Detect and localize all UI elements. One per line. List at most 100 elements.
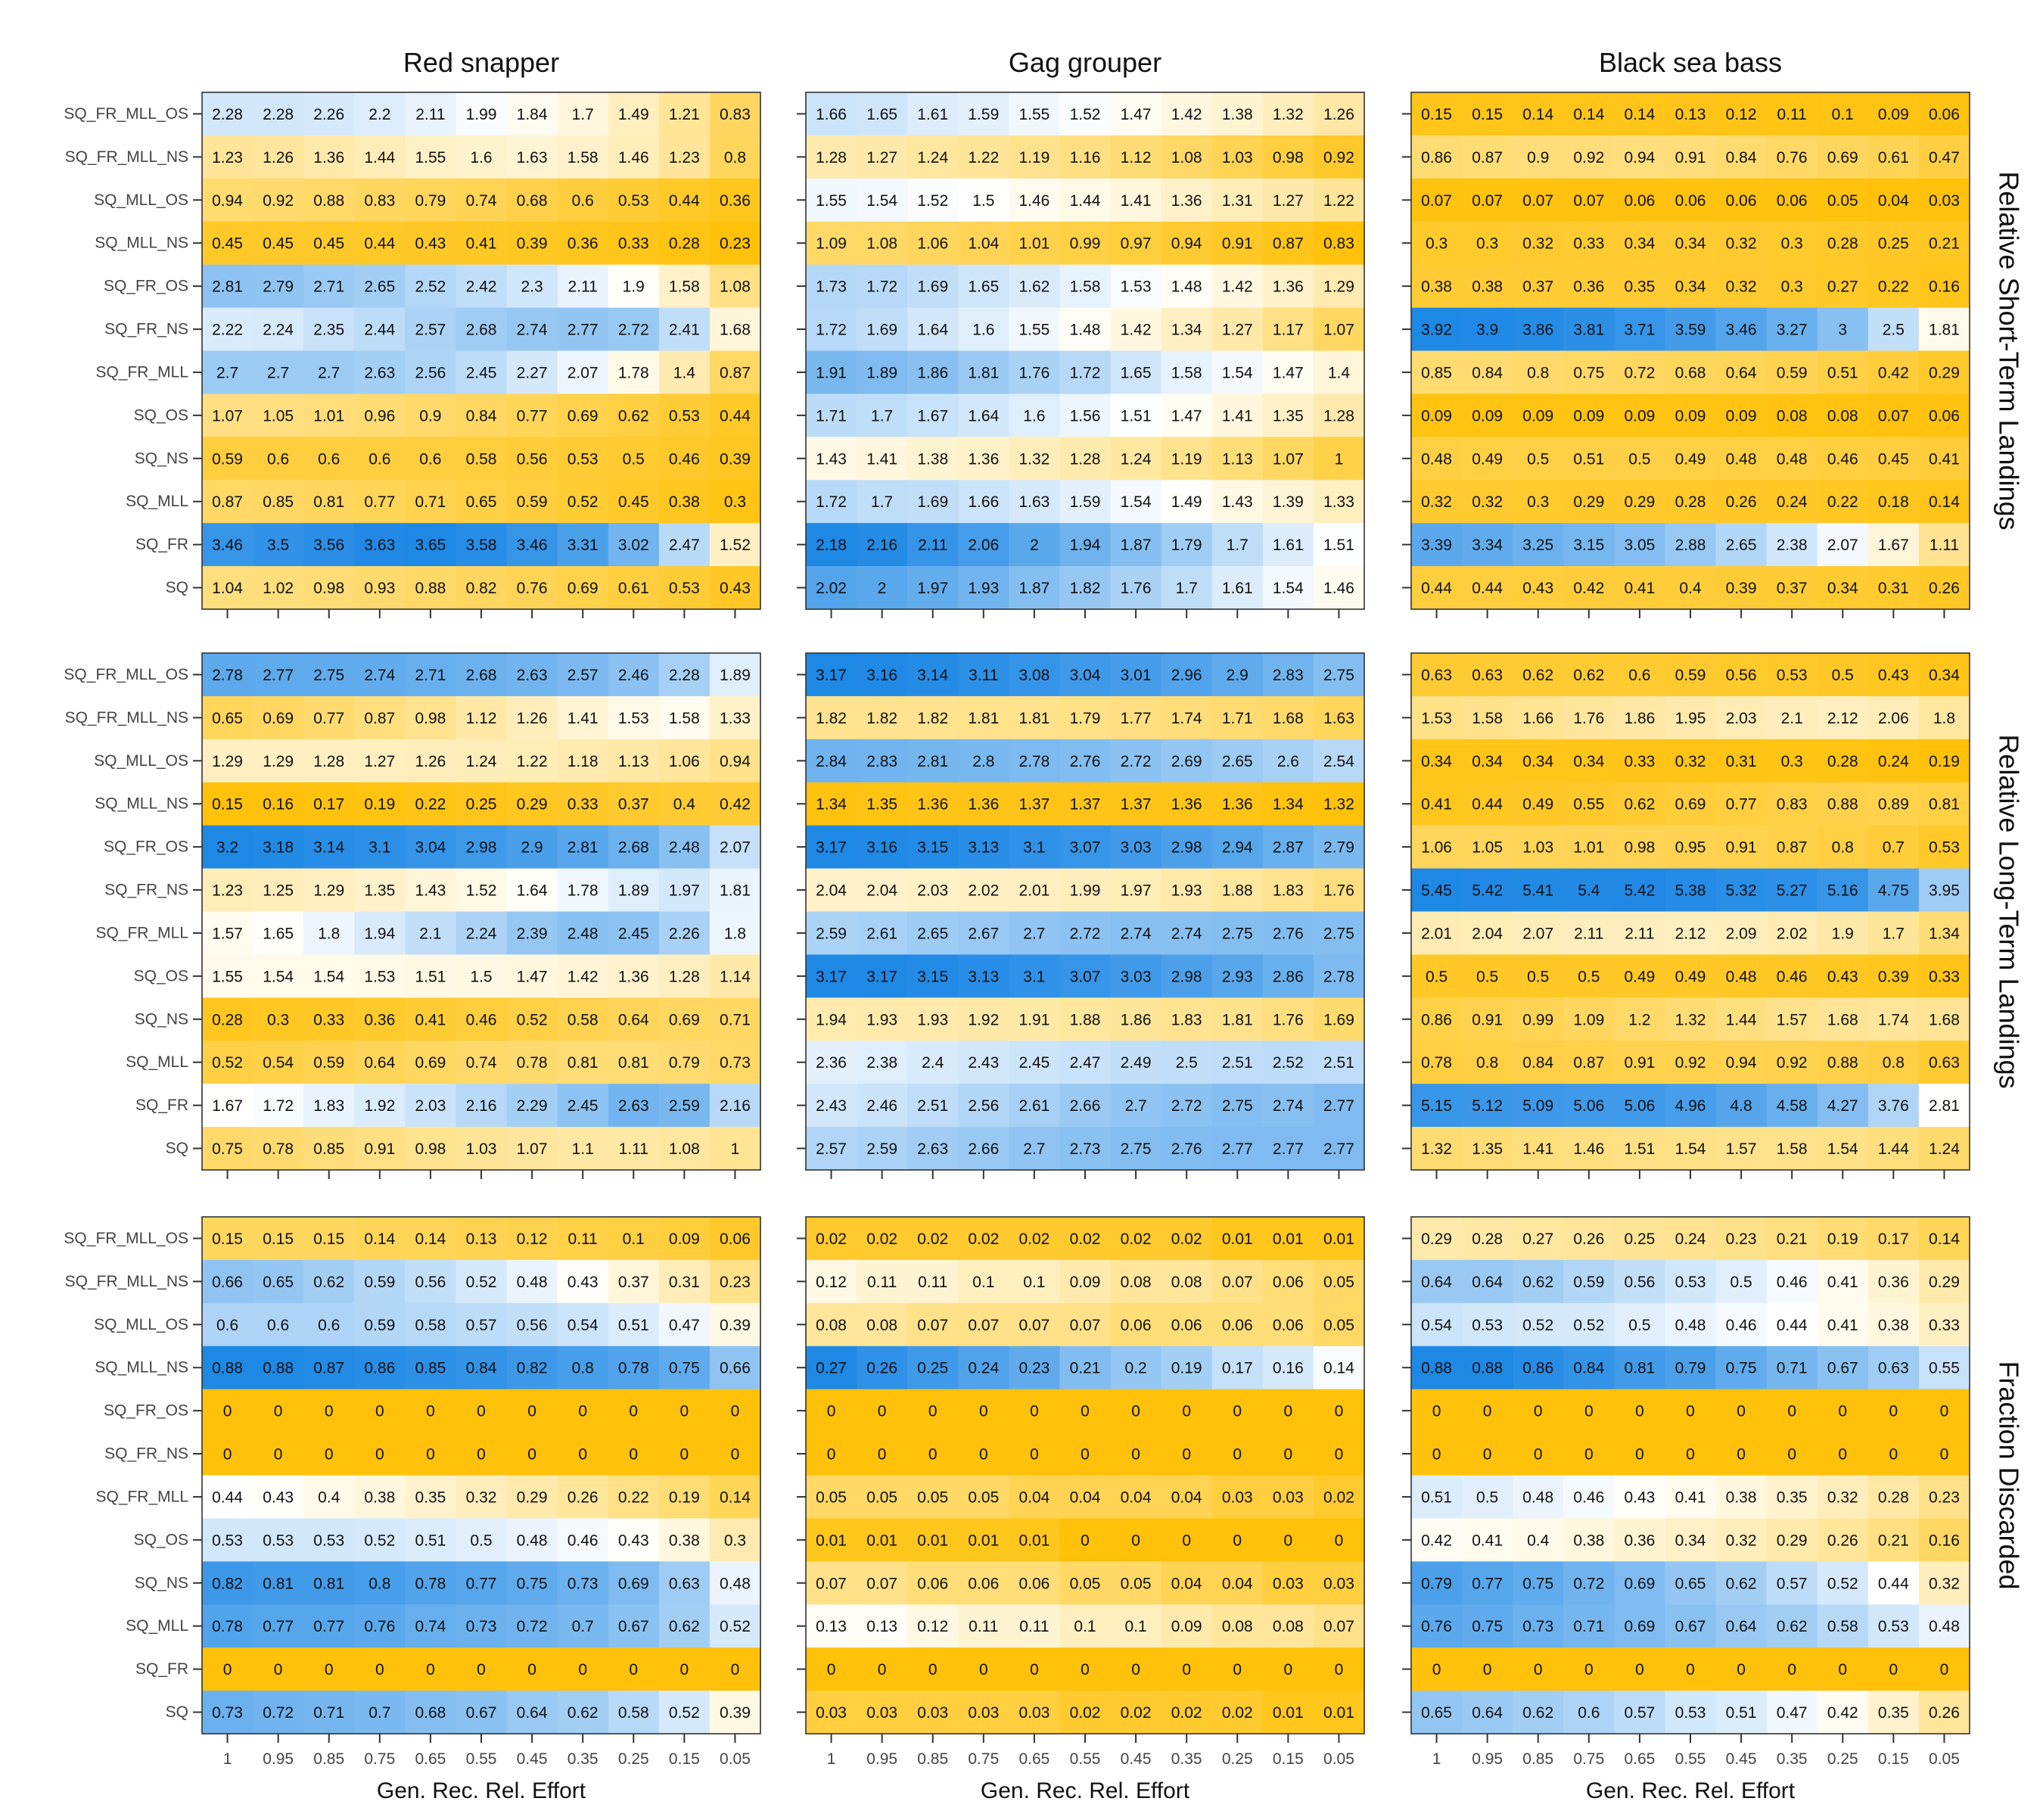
heatmap-cell: [1110, 1084, 1162, 1128]
heatmap-cell: [506, 437, 558, 481]
heatmap-cell: [1110, 135, 1162, 179]
heatmap-cell: [1313, 523, 1365, 567]
cell-value-label: 1.64: [517, 882, 548, 900]
heatmap-cell: [1110, 264, 1162, 309]
cell-value-label: 1.6: [972, 322, 994, 339]
cell-value-label: 0.78: [1421, 1054, 1452, 1072]
heatmap-cell: [405, 394, 457, 437]
heatmap-cell: [456, 178, 508, 222]
cell-value-label: 5.15: [1421, 1097, 1452, 1115]
cell-value-label: 1.92: [968, 1011, 999, 1028]
cell-value-label: 0: [878, 1403, 887, 1420]
cell-value-label: 0.44: [212, 1489, 243, 1506]
heatmap-cell: [1513, 350, 1564, 395]
cell-value-label: 0.81: [568, 1054, 599, 1072]
cell-value-label: 0: [979, 1403, 988, 1420]
cell-value-label: 0.88: [263, 1360, 294, 1377]
cell-value-label: 2.48: [568, 925, 599, 942]
heatmap-cell: [1614, 437, 1666, 481]
heatmap-cell: [1110, 825, 1162, 870]
cell-value-label: 0: [325, 1661, 334, 1678]
cell-value-label: 0.95: [1675, 839, 1706, 857]
cell-value-label: 1.7: [871, 493, 893, 511]
heatmap-cell: [1009, 92, 1061, 136]
cell-value-label: 1.72: [816, 493, 847, 511]
heatmap-cell: [253, 739, 304, 783]
heatmap-cell: [1715, 92, 1768, 136]
heatmap-cell: [1110, 523, 1162, 567]
heatmap-cell: [303, 825, 355, 870]
cell-value-label: 0.51: [415, 1532, 446, 1549]
cell-value-label: 3.1: [368, 839, 390, 857]
heatmap-cell: [1411, 695, 1463, 740]
heatmap-cell: [506, 221, 558, 266]
cell-value-label: 0: [426, 1403, 435, 1420]
heatmap-cell: [1817, 653, 1869, 697]
cell-value-label: 2.7: [1023, 925, 1045, 942]
cell-value-label: 1.46: [1018, 192, 1049, 210]
cell-value-label: 0.36: [364, 1011, 395, 1028]
cell-value-label: 0.23: [720, 235, 751, 253]
heatmap-cell: [907, 653, 959, 697]
cell-value-label: 1.76: [1121, 580, 1152, 597]
heatmap-cell: [1211, 911, 1264, 956]
cell-value-label: 1.06: [669, 753, 700, 770]
cell-value-label: 0.64: [618, 1011, 649, 1028]
heatmap-cell: [1715, 350, 1768, 395]
x-tick-label: 0.45: [517, 1750, 548, 1768]
heatmap-cell: [1313, 782, 1365, 826]
cell-value-label: 0.91: [1624, 1054, 1655, 1072]
cell-value-label: 1.82: [816, 710, 847, 727]
heatmap-cell: [1462, 394, 1513, 437]
cell-value-label: 1.07: [517, 1140, 548, 1158]
x-tick-label: 0.35: [1171, 1750, 1202, 1768]
column-title: Gag grouper: [1009, 47, 1161, 78]
cell-value-label: 0.02: [1121, 1230, 1152, 1248]
heatmap-cell: [1867, 350, 1920, 395]
cell-value-label: 2.86: [1273, 968, 1304, 985]
heatmap-cell: [1614, 480, 1666, 524]
cell-value-label: 0.35: [1777, 1489, 1808, 1506]
cell-value-label: 0.22: [618, 1489, 649, 1506]
cell-value-label: 1.58: [1171, 364, 1202, 381]
heatmap-cell: [456, 307, 508, 352]
cell-value-label: 0: [1131, 1403, 1140, 1420]
cell-value-label: 1.24: [1929, 1140, 1960, 1158]
cell-value-label: 0.67: [466, 1704, 497, 1722]
heatmap-cell: [1161, 307, 1213, 352]
heatmap-cell: [405, 695, 457, 740]
cell-value-label: 1.53: [364, 968, 395, 985]
heatmap-cell: [958, 1127, 1009, 1171]
heatmap-cell: [1411, 135, 1463, 179]
heatmap-cell: [1563, 437, 1615, 481]
y-tick-label: SQ_MLL: [126, 1053, 188, 1071]
cell-value-label: 0.69: [618, 1575, 649, 1592]
heatmap-cell: [1411, 178, 1463, 222]
cell-value-label: 0.39: [720, 1704, 751, 1722]
heatmap-cell: [354, 523, 406, 567]
heatmap-cell: [1161, 653, 1213, 697]
cell-value-label: 0.72: [263, 1704, 294, 1722]
heatmap-cell: [658, 221, 711, 266]
heatmap-cell: [303, 350, 355, 395]
cell-value-label: 0.41: [1827, 1317, 1858, 1334]
heatmap-cell: [303, 221, 355, 266]
row-strip-label: Relative Long-Term Landings: [1994, 734, 2025, 1088]
heatmap-cell: [857, 695, 908, 740]
x-tick-label: 1: [223, 1750, 232, 1768]
cell-value-label: 0.26: [1573, 1230, 1604, 1248]
cell-value-label: 1.42: [1222, 278, 1253, 296]
cell-value-label: 1.49: [618, 106, 649, 123]
cell-value-label: 1.68: [1273, 710, 1304, 727]
heatmap-cell: [1211, 1084, 1264, 1128]
cell-value-label: 0.71: [415, 493, 446, 511]
heatmap-cell: [658, 135, 711, 179]
cell-value-label: 3.65: [415, 537, 446, 554]
cell-value-label: 1.46: [1573, 1140, 1604, 1158]
cell-value-label: 5.09: [1522, 1097, 1553, 1115]
heatmap-cell: [1563, 523, 1615, 567]
cell-value-label: 0.59: [212, 450, 243, 468]
cell-value-label: 1.58: [669, 710, 700, 727]
heatmap-cell: [253, 523, 304, 567]
cell-value-label: 0.54: [568, 1317, 599, 1334]
